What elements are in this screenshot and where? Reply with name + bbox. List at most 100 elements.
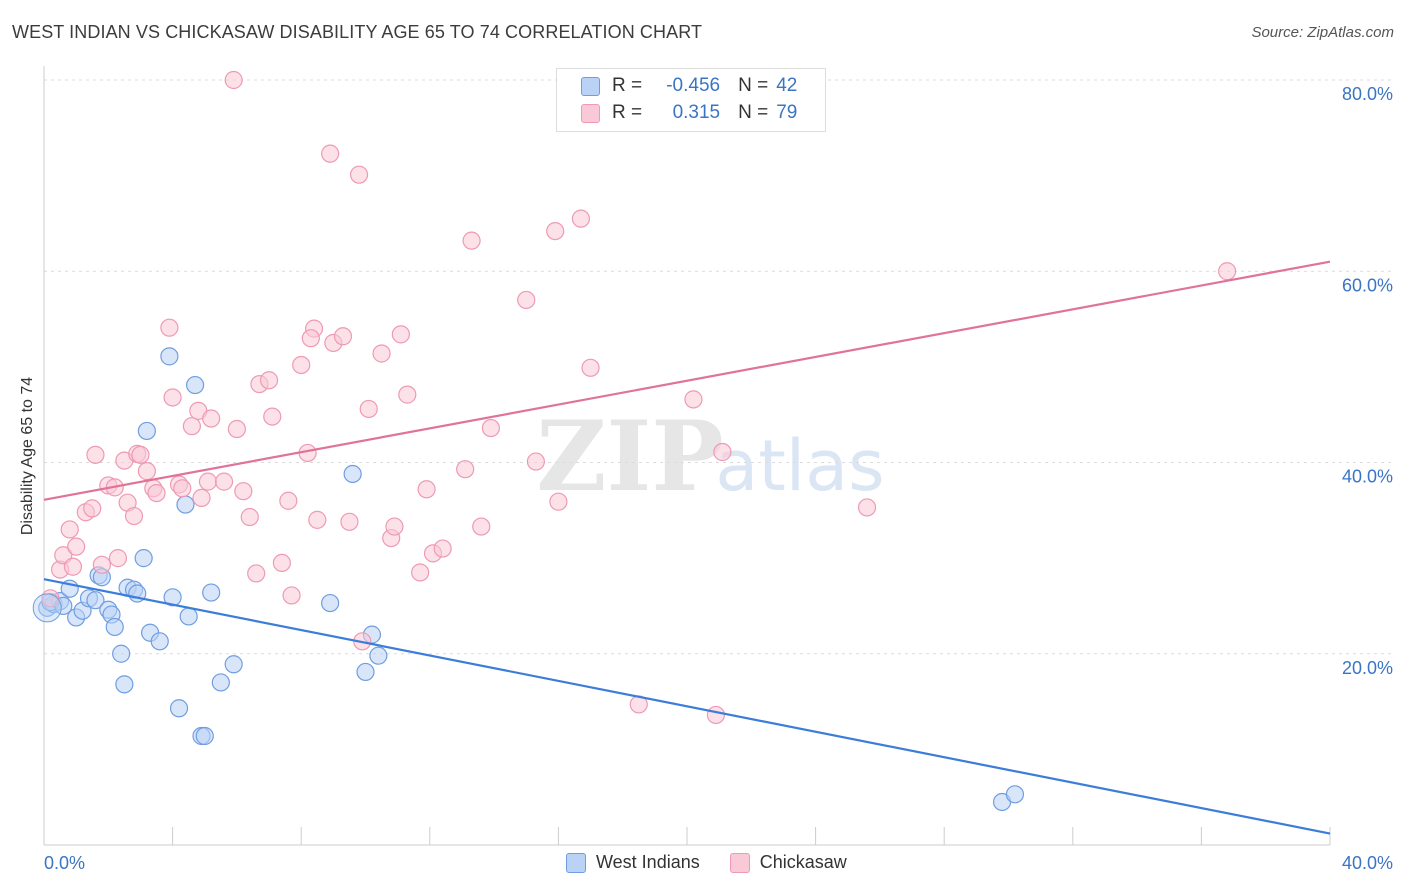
n-label: N = — [738, 75, 769, 96]
chickasaw-point — [182, 417, 201, 436]
west-indians-cluster-point — [32, 593, 62, 623]
chickasaw-legend-swatch — [729, 852, 750, 873]
west-indians-point — [150, 632, 169, 651]
chickasaw-point — [131, 445, 150, 464]
chickasaw-point — [1218, 262, 1237, 281]
west-indians-point — [169, 699, 189, 718]
west-indians-point — [105, 617, 124, 637]
chickasaw-point — [92, 555, 111, 574]
chickasaw-point — [292, 355, 311, 375]
chickasaw-point — [301, 329, 320, 348]
chickasaw-point — [385, 517, 404, 536]
chickasaw-point — [234, 482, 253, 501]
chickasaw-point — [349, 165, 369, 184]
chickasaw-point — [214, 472, 234, 491]
chickasaw-point — [192, 488, 211, 507]
chickasaw-point — [706, 705, 726, 725]
chickasaw-point — [259, 371, 279, 390]
west-indians-point — [179, 607, 198, 626]
chickasaw-point — [462, 231, 481, 250]
chickasaw-point — [417, 480, 436, 499]
west-indians-point — [211, 673, 230, 692]
west-indians-point — [160, 347, 179, 366]
chickasaw-point — [411, 563, 430, 582]
chickasaw-point — [481, 418, 500, 438]
west-indians-legend-label: West Indians — [596, 852, 700, 872]
west-indians-point — [369, 646, 388, 665]
west-indians-point — [1005, 785, 1025, 804]
chickasaw-point — [86, 445, 105, 464]
west-indians-point — [112, 644, 131, 663]
chickasaw-point — [321, 144, 340, 163]
chickasaw-point — [857, 498, 877, 517]
chickasaw-point — [63, 557, 83, 576]
chickasaw-point — [227, 419, 246, 439]
chickasaw-point — [571, 209, 591, 228]
r-label: R = — [612, 102, 643, 123]
chickasaw-point — [282, 586, 301, 605]
y-tick-label: 40.0% — [1342, 467, 1393, 487]
chickasaw-point — [272, 553, 292, 573]
chickasaw-point — [684, 390, 703, 409]
chickasaw-point — [333, 327, 353, 346]
chickasaw-point — [546, 221, 565, 241]
west-indians-trend-line — [43, 578, 1331, 835]
chickasaw-point — [372, 344, 391, 363]
chickasaw-point — [433, 539, 452, 558]
chickasaw-point — [340, 512, 359, 531]
y-tick-label: 20.0% — [1342, 658, 1393, 678]
x-tick-label: 40.0% — [1342, 853, 1393, 873]
chickasaw-legend-label: Chickasaw — [759, 852, 847, 872]
y-tick-label: 80.0% — [1342, 84, 1393, 104]
chickasaw-point — [83, 499, 102, 518]
west-indians-point — [195, 726, 214, 746]
chickasaw-point — [517, 290, 536, 310]
chickasaw-point — [202, 409, 221, 428]
chickasaw-point — [108, 549, 128, 568]
chickasaw-point — [398, 385, 417, 404]
west-indians-n-value: 42 — [776, 75, 798, 96]
chickasaw-n-value: 79 — [776, 102, 798, 123]
west-indians-point — [343, 464, 362, 484]
west-indians-point — [224, 655, 243, 674]
chickasaw-point — [549, 492, 568, 511]
chickasaw-point — [391, 325, 410, 344]
correlation-legend: R = -0.456 N = 42 R = 0.315 N = 79 — [556, 68, 826, 132]
legend-row-west-indians: R = -0.456 N = 42 — [581, 74, 797, 98]
west-indians-point — [86, 591, 105, 610]
chickasaw-point — [198, 472, 218, 491]
west-indians-point — [115, 675, 134, 694]
chickasaw-point — [456, 460, 475, 479]
chickasaw-r-value: 0.315 — [672, 102, 721, 123]
west-indians-point — [321, 593, 340, 613]
west-indians-point — [202, 583, 221, 602]
chickasaw-point — [581, 358, 600, 377]
west-indians-r-value: -0.456 — [666, 75, 721, 96]
chickasaw-point — [526, 452, 545, 471]
west-indians-point — [356, 662, 375, 682]
chickasaw-point — [359, 399, 378, 419]
chickasaw-point — [163, 388, 182, 407]
west-indians-point — [163, 588, 182, 607]
chickasaw-swatch — [581, 103, 600, 123]
chickasaw-point — [308, 510, 327, 529]
chickasaw-point — [137, 462, 156, 481]
chickasaw-point — [67, 537, 86, 556]
west-indians-point — [134, 549, 153, 568]
legend-row-chickasaw: R = 0.315 N = 79 — [581, 101, 797, 125]
x-tick-label: 0.0% — [44, 853, 85, 873]
watermark-zip: ZIP — [536, 400, 723, 513]
chickasaw-point — [147, 484, 166, 503]
n-label: N = — [738, 102, 769, 123]
chickasaw-point — [247, 564, 266, 583]
chickasaw-trend-line — [43, 260, 1331, 501]
chickasaw-point — [224, 70, 243, 90]
west-indians-point — [186, 375, 205, 395]
source-label: Source: ZipAtlas.com — [1251, 24, 1394, 41]
west-indians-point — [176, 495, 195, 514]
chickasaw-point — [60, 520, 79, 539]
chickasaw-point — [240, 507, 259, 527]
west-indians-swatch — [581, 76, 600, 96]
chickasaw-point — [263, 407, 282, 426]
